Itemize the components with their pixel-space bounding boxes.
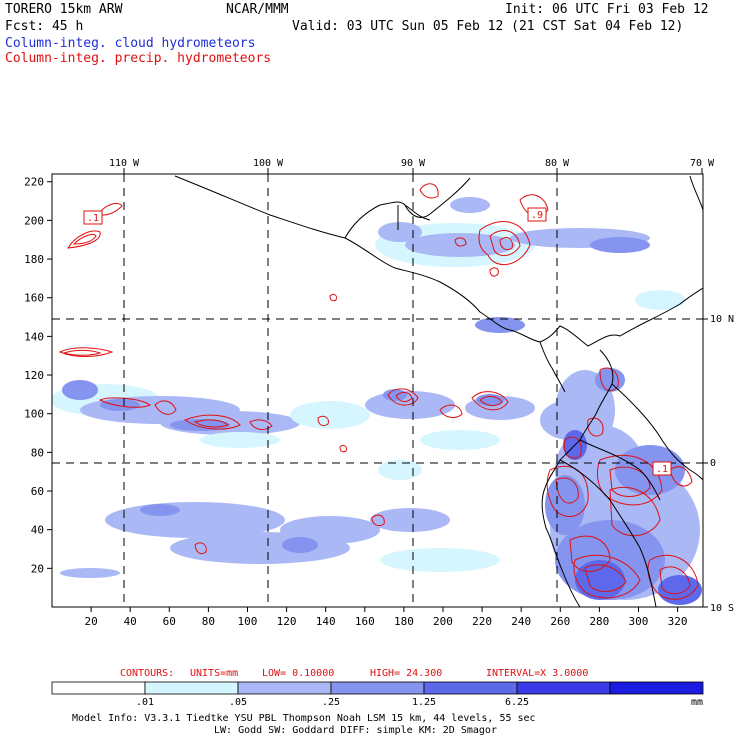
y-tick-label: 140 bbox=[24, 330, 44, 343]
contours-low: LOW= 0.10000 bbox=[262, 668, 334, 679]
physics-info: LW: Godd SW: Goddard DIFF: simple KM: 2D… bbox=[214, 725, 497, 736]
init-time: Init: 06 UTC Fri 03 Feb 12 bbox=[505, 2, 709, 17]
colorbar-swatch bbox=[330, 681, 425, 695]
x-axis: 20 40 60 80 100 120 140 160 180 200 220 240 260 280 30… bbox=[84, 607, 688, 628]
x-tick-label: 280 bbox=[589, 615, 609, 628]
x-tick-label: 100 bbox=[238, 615, 258, 628]
lon-label: 100 W bbox=[253, 158, 284, 169]
contours-units: UNITS=mm bbox=[190, 668, 238, 679]
lat-label: 10 S bbox=[710, 603, 734, 614]
precip-contours bbox=[58, 183, 699, 600]
x-tick-label: 120 bbox=[277, 615, 297, 628]
lon-label: 80 W bbox=[545, 158, 570, 169]
colorbar-swatch bbox=[144, 681, 239, 695]
hydrometeor-shading bbox=[52, 197, 702, 605]
x-tick-label: 220 bbox=[472, 615, 492, 628]
y-tick-label: 180 bbox=[24, 253, 44, 266]
colorbar-unit: mm bbox=[691, 697, 703, 708]
colorbar-tick-label: .25 bbox=[322, 697, 340, 708]
y-tick-label: 100 bbox=[24, 408, 44, 421]
geo-labels: 110 W 100 W 90 W 80 W 70 W 10 N 0 10 S bbox=[109, 158, 734, 614]
colorbar-swatch bbox=[51, 681, 146, 695]
y-axis: 20 40 60 80 100 120 140 160 180 200 220 bbox=[24, 176, 52, 575]
colorbar-swatch bbox=[423, 681, 518, 695]
x-tick-label: 60 bbox=[163, 615, 176, 628]
graticule bbox=[52, 174, 703, 607]
x-tick-label: 320 bbox=[668, 615, 688, 628]
lon-label: 70 W bbox=[690, 158, 715, 169]
precip-field-title: Column-integ. precip. hydrometeors bbox=[5, 51, 272, 66]
x-tick-label: 300 bbox=[629, 615, 649, 628]
valid-time: Valid: 03 UTC Sun 05 Feb 12 (21 CST Sat … bbox=[292, 19, 684, 34]
colorbar-swatch bbox=[516, 681, 611, 695]
y-tick-label: 60 bbox=[31, 485, 44, 498]
contours-high: HIGH= 24.300 bbox=[370, 668, 442, 679]
cloud-field-title: Column-integ. cloud hydrometeors bbox=[5, 36, 256, 51]
contour-label: .1 bbox=[87, 213, 99, 224]
y-tick-label: 160 bbox=[24, 292, 44, 305]
org-label: NCAR/MMM bbox=[226, 2, 289, 17]
y-tick-label: 220 bbox=[24, 176, 44, 189]
x-tick-label: 140 bbox=[316, 615, 336, 628]
forecast-hour: Fcst: 45 h bbox=[5, 19, 84, 34]
contours-interval: INTERVAL=X 3.0000 bbox=[486, 668, 588, 679]
colorbar: .01 .05 .25 1.25 6.25 mm bbox=[51, 681, 704, 708]
contour-label: .1 bbox=[656, 464, 668, 475]
model-name: TORERO 15km ARW bbox=[5, 2, 123, 17]
y-tick-label: 40 bbox=[31, 524, 44, 537]
x-tick-label: 200 bbox=[433, 615, 453, 628]
lon-label: 110 W bbox=[109, 158, 140, 169]
contour-label: .9 bbox=[531, 210, 543, 221]
colorbar-swatch bbox=[609, 681, 704, 695]
y-tick-label: 120 bbox=[24, 369, 44, 382]
lat-label: 0 bbox=[710, 458, 716, 469]
x-tick-label: 80 bbox=[202, 615, 215, 628]
colorbar-tick-label: .05 bbox=[229, 697, 247, 708]
y-tick-label: 200 bbox=[24, 214, 44, 227]
x-tick-label: 240 bbox=[511, 615, 531, 628]
y-tick-label: 20 bbox=[31, 562, 44, 575]
contour-box-labels: .1 .9 .1 bbox=[83, 207, 672, 476]
plot-frame bbox=[51, 173, 704, 608]
colorbar-tick-label: .01 bbox=[136, 697, 154, 708]
contour-info: CONTOURS: UNITS=mm LOW= 0.10000 HIGH= 24… bbox=[120, 668, 588, 679]
model-info: Model Info: V3.3.1 Tiedtke YSU PBL Thomp… bbox=[72, 713, 536, 724]
lat-label: 10 N bbox=[710, 314, 734, 325]
x-tick-label: 180 bbox=[394, 615, 414, 628]
y-tick-label: 80 bbox=[31, 446, 44, 459]
x-tick-label: 260 bbox=[550, 615, 570, 628]
lon-label: 90 W bbox=[401, 158, 426, 169]
colorbar-tick-label: 6.25 bbox=[505, 697, 529, 708]
contours-label: CONTOURS: bbox=[120, 668, 174, 679]
x-tick-label: 160 bbox=[355, 615, 375, 628]
x-tick-label: 20 bbox=[84, 615, 97, 628]
x-tick-label: 40 bbox=[124, 615, 137, 628]
colorbar-swatch bbox=[237, 681, 332, 695]
colorbar-tick-label: 1.25 bbox=[412, 697, 436, 708]
